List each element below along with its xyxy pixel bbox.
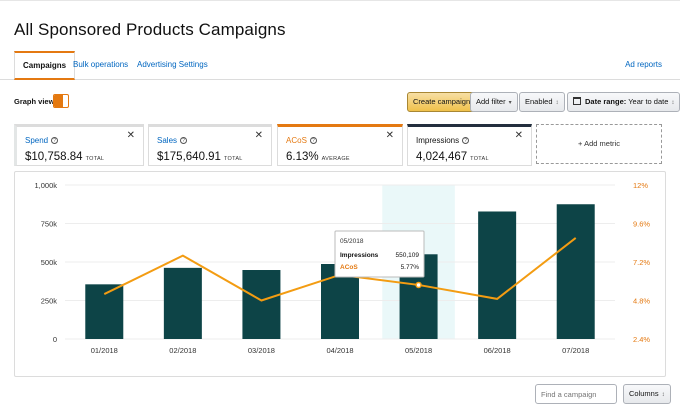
- help-icon[interactable]: ?: [51, 137, 59, 144]
- tooltip-row-label: ACoS: [340, 264, 358, 271]
- tab-advertising-settings[interactable]: Advertising Settings: [137, 60, 208, 69]
- date-range-dropdown[interactable]: Date range: Year to date ↕: [567, 92, 680, 112]
- y-right-tick-label: 12%: [633, 181, 648, 190]
- metric-card-impressions[interactable]: Impressions? ✕ 4,024,467 TOTAL: [407, 124, 532, 166]
- tooltip-month: 05/2018: [340, 238, 364, 245]
- metric-unit: AVERAGE: [321, 156, 350, 162]
- date-range-value: Year to date: [628, 97, 669, 106]
- page-title: All Sponsored Products Campaigns: [14, 20, 286, 39]
- close-icon[interactable]: ✕: [514, 130, 523, 141]
- chevron-updown-icon: ↕: [671, 100, 675, 106]
- enabled-label: Enabled: [525, 97, 553, 106]
- x-tick-label: 05/2018: [405, 346, 432, 355]
- y-left-tick-label: 750k: [41, 220, 58, 229]
- y-left-tick-label: 500k: [41, 258, 58, 267]
- close-icon[interactable]: ✕: [385, 130, 394, 141]
- close-icon[interactable]: ✕: [254, 130, 263, 141]
- chevron-updown-icon: ↕: [555, 100, 559, 106]
- metric-unit: TOTAL: [85, 156, 105, 162]
- impressions-bar: [556, 204, 595, 339]
- main-content: Graph view Create campaign Add filter ▾ E…: [0, 80, 680, 409]
- calendar-icon: [573, 97, 581, 105]
- x-tick-label: 03/2018: [248, 346, 275, 355]
- create-campaign-label: Create campaign: [413, 97, 471, 106]
- columns-dropdown[interactable]: Columns ↕: [623, 384, 671, 404]
- metric-value: $10,758.84: [25, 151, 83, 163]
- metric-card-spend[interactable]: Spend? ✕ $10,758.84 TOTAL: [14, 124, 144, 166]
- performance-chart: 0 250k 500k 750k 1,000k 2.4% 4.8% 7.2% 9.6% 12% 01…: [14, 171, 666, 377]
- x-tick-label: 07/2018: [562, 346, 589, 355]
- add-metric-button[interactable]: + Add metric: [536, 124, 662, 164]
- help-icon[interactable]: ?: [309, 137, 317, 144]
- graph-view-label: Graph view: [14, 97, 55, 106]
- tooltip-box: [334, 230, 425, 278]
- x-tick-label: 02/2018: [169, 346, 196, 355]
- tab-bulk-operations[interactable]: Bulk operations: [73, 60, 129, 69]
- tooltip-row-label: Impressions: [340, 252, 379, 259]
- x-tick-label: 04/2018: [326, 346, 353, 355]
- impressions-bar: [478, 211, 517, 339]
- metric-value: 4,024,467: [416, 151, 468, 163]
- tooltip-row-value: 550,109: [396, 252, 420, 259]
- impressions-bar: [163, 267, 202, 339]
- close-icon[interactable]: ✕: [126, 130, 135, 141]
- metric-card-acos[interactable]: ACoS? ✕ 6.13% AVERAGE: [277, 124, 403, 166]
- acos-point: [415, 281, 422, 289]
- y-right-tick-label: 2.4%: [633, 335, 650, 344]
- metric-name: Spend: [25, 136, 49, 145]
- metric-card-sales[interactable]: Sales? ✕ $175,640.91 TOTAL: [148, 124, 272, 166]
- y-right-tick-label: 4.8%: [633, 297, 650, 306]
- metric-name: ACoS: [286, 136, 307, 145]
- enabled-dropdown[interactable]: Enabled ↕: [519, 92, 565, 112]
- metric-unit: TOTAL: [470, 156, 489, 162]
- help-icon[interactable]: ?: [180, 137, 188, 144]
- impressions-bar: [85, 284, 124, 339]
- y-left-tick-label: 250k: [41, 297, 58, 306]
- metric-value: $175,640.91: [157, 151, 221, 163]
- help-icon[interactable]: ?: [462, 137, 470, 144]
- y-left-tick-label: 1,000k: [34, 181, 57, 190]
- date-range-label: Date range:: [585, 97, 627, 106]
- impressions-bar: [242, 270, 281, 339]
- tab-campaigns[interactable]: Campaigns: [14, 51, 76, 80]
- ad-reports-link[interactable]: Ad reports: [625, 60, 662, 69]
- metric-value: 6.13%: [286, 151, 319, 163]
- y-left-tick-label: 0: [53, 335, 57, 344]
- x-tick-label: 01/2018: [91, 346, 118, 355]
- metric-name: Impressions: [416, 136, 460, 145]
- chart-svg: 0 250k 500k 750k 1,000k 2.4% 4.8% 7.2% 9.6% 12% 01…: [34, 181, 650, 355]
- y-right-tick-label: 7.2%: [633, 258, 650, 267]
- add-filter-dropdown[interactable]: Add filter ▾: [470, 92, 518, 112]
- y-right-tick-label: 9.6%: [633, 220, 650, 229]
- tooltip-row-value: 5.77%: [401, 264, 420, 271]
- tab-bar: Campaigns Bulk operations Advertising Se…: [0, 51, 680, 80]
- add-filter-label: Add filter: [476, 97, 506, 106]
- metric-name: Sales: [157, 136, 178, 145]
- create-campaign-button[interactable]: Create campaign: [407, 92, 477, 112]
- graph-view-toggle[interactable]: [53, 94, 69, 108]
- chevron-updown-icon: ↕: [661, 392, 665, 398]
- metric-unit: TOTAL: [223, 156, 243, 162]
- x-tick-label: 06/2018: [484, 346, 511, 355]
- chevron-down-icon: ▾: [508, 100, 512, 106]
- top-divider: [0, 0, 680, 6]
- columns-label: Columns: [629, 389, 659, 398]
- find-campaign-input[interactable]: [535, 384, 617, 404]
